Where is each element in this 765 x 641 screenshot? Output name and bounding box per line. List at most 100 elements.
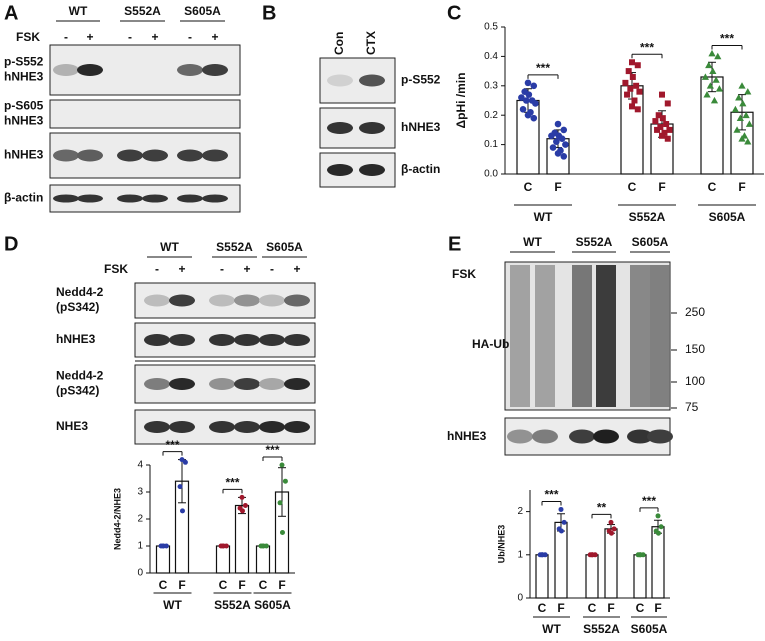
data-point bbox=[279, 530, 285, 535]
data-point bbox=[608, 530, 614, 536]
x-tick-label: F bbox=[654, 601, 661, 615]
band bbox=[259, 334, 285, 346]
band bbox=[327, 74, 353, 87]
bar bbox=[234, 504, 250, 574]
x-tick-label: F bbox=[738, 180, 745, 194]
data-point bbox=[738, 135, 746, 142]
data-point bbox=[654, 126, 661, 133]
lane-sign: + bbox=[211, 30, 218, 44]
band bbox=[209, 421, 235, 433]
data-point bbox=[558, 528, 564, 534]
data-point bbox=[554, 150, 562, 157]
data-point bbox=[523, 97, 530, 104]
data-point bbox=[736, 114, 744, 122]
bar bbox=[633, 554, 647, 599]
treatment-label: FSK bbox=[104, 262, 128, 276]
x-tick-label: C bbox=[708, 180, 717, 194]
bar bbox=[255, 545, 271, 574]
group-label: S605A bbox=[709, 210, 746, 224]
band bbox=[144, 294, 170, 307]
smear bbox=[535, 265, 555, 407]
data-point bbox=[239, 494, 245, 500]
lane-sign: - bbox=[155, 262, 159, 276]
group-header: WT bbox=[160, 240, 179, 254]
band bbox=[284, 378, 310, 390]
data-point bbox=[705, 61, 713, 69]
row-label: hNHE3 bbox=[401, 120, 441, 134]
data-point bbox=[735, 93, 743, 101]
row-label: (pS342) bbox=[56, 300, 99, 314]
data-point bbox=[627, 85, 634, 92]
band bbox=[359, 164, 385, 176]
panel-label: A bbox=[4, 2, 18, 24]
data-point bbox=[179, 508, 185, 514]
data-point bbox=[242, 503, 248, 508]
error-bar bbox=[738, 94, 746, 131]
group-header: S605A bbox=[184, 4, 221, 18]
data-point bbox=[624, 91, 631, 98]
lane-sign: + bbox=[151, 30, 158, 44]
data-point bbox=[561, 519, 567, 525]
data-point bbox=[611, 526, 617, 532]
panel-label: E bbox=[448, 233, 461, 255]
x-tick-label: C bbox=[159, 578, 168, 592]
data-point bbox=[659, 91, 665, 98]
data-point bbox=[657, 123, 664, 130]
band bbox=[627, 429, 653, 444]
data-point bbox=[560, 126, 568, 134]
band bbox=[169, 421, 195, 433]
band bbox=[593, 429, 619, 444]
data-point bbox=[652, 118, 659, 125]
panel-label: B bbox=[262, 2, 276, 24]
x-tick-label: F bbox=[278, 578, 285, 592]
data-point bbox=[279, 462, 285, 468]
band bbox=[569, 429, 595, 444]
band bbox=[284, 421, 310, 433]
band bbox=[259, 294, 285, 307]
data-point bbox=[663, 121, 670, 128]
x-tick-label: F bbox=[554, 180, 561, 194]
data-point bbox=[179, 457, 185, 463]
bar bbox=[651, 526, 665, 599]
x-tick-label: F bbox=[607, 601, 614, 615]
data-point bbox=[664, 135, 671, 142]
data-point bbox=[701, 73, 709, 80]
group-header: S552A bbox=[576, 235, 613, 249]
band bbox=[327, 122, 353, 134]
y-tick-label: 0.3 bbox=[484, 80, 498, 91]
data-point bbox=[733, 126, 741, 133]
band bbox=[77, 149, 103, 162]
data-point bbox=[715, 85, 724, 92]
row-label: p-S552 bbox=[401, 73, 441, 87]
data-point bbox=[277, 500, 283, 506]
data-point bbox=[530, 114, 538, 122]
group-header: S605A bbox=[266, 240, 303, 254]
data-point bbox=[655, 530, 661, 536]
lane-sign: - bbox=[128, 30, 132, 44]
lane-label: CTX bbox=[364, 31, 378, 55]
x-tick-label: C bbox=[259, 578, 268, 592]
lane-sign: - bbox=[188, 30, 192, 44]
y-tick-label: 1 bbox=[137, 541, 143, 552]
group-label: S552A bbox=[583, 622, 620, 636]
group-header: S552A bbox=[124, 4, 161, 18]
data-point bbox=[539, 552, 545, 558]
bar bbox=[554, 521, 568, 599]
band bbox=[142, 149, 168, 162]
band bbox=[507, 429, 533, 444]
significance: *** bbox=[265, 443, 279, 457]
lane-label: Con bbox=[332, 32, 346, 55]
bar bbox=[535, 554, 549, 599]
x-tick-label: F bbox=[178, 578, 185, 592]
band bbox=[202, 194, 228, 203]
x-tick-label: C bbox=[538, 601, 547, 615]
data-point bbox=[239, 508, 245, 514]
band bbox=[259, 378, 285, 390]
x-tick-label: F bbox=[557, 601, 564, 615]
data-point bbox=[634, 106, 641, 113]
lane-sign: + bbox=[243, 262, 250, 276]
band bbox=[169, 334, 195, 346]
band bbox=[177, 149, 203, 162]
band bbox=[117, 194, 143, 203]
smear bbox=[650, 265, 670, 407]
